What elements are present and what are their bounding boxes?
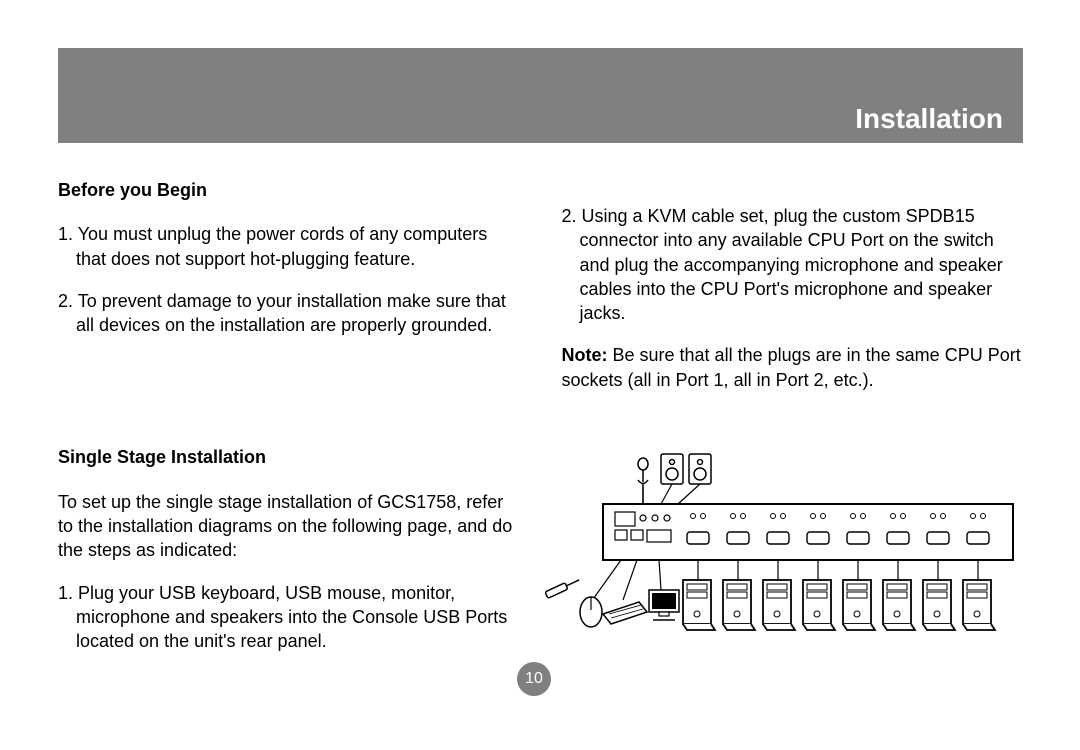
page-number: 10 [525, 670, 543, 688]
computer-towers [683, 580, 995, 630]
speaker-left-icon [661, 454, 683, 484]
step-kvm-cable: 2. Using a KVM cable set, plug the custo… [562, 204, 1024, 325]
intro-single-stage: To set up the single stage installation … [58, 490, 520, 563]
note-label: Note: [562, 345, 613, 365]
note-block: Note: Be sure that all the plugs are in … [562, 343, 1024, 392]
page-number-badge: 10 [517, 662, 551, 696]
left-column: Before you Begin 1. You must unplug the … [58, 178, 520, 672]
heading-before-you-begin: Before you Begin [58, 178, 520, 202]
audio-plug-icon [545, 577, 581, 599]
note-text: Be sure that all the plugs are in the sa… [562, 345, 1021, 389]
keyboard-icon [603, 602, 647, 624]
heading-single-stage: Single Stage Installation [58, 445, 520, 469]
page-title: Installation [855, 103, 1003, 135]
speaker-right-icon [689, 454, 711, 484]
installation-diagram [543, 452, 1018, 652]
header-band: Installation [58, 48, 1023, 143]
step-unplug-cords: 1. You must unplug the power cords of an… [58, 222, 520, 271]
mouse-icon [580, 597, 602, 627]
monitor-icon [649, 590, 679, 620]
step-grounding: 2. To prevent damage to your installatio… [58, 289, 520, 338]
step-plug-console: 1. Plug your USB keyboard, USB mouse, mo… [58, 581, 520, 654]
